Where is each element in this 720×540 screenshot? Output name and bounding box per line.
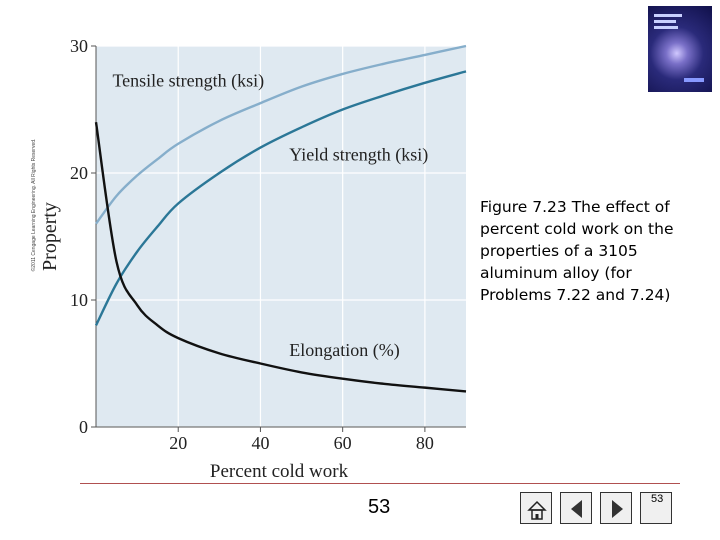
tensile-label: Tensile strength (ksi) <box>112 71 264 92</box>
page-indicator-button[interactable] <box>640 492 672 524</box>
previous-slide-button[interactable] <box>560 492 592 524</box>
y-tick-label: 20 <box>70 163 88 183</box>
plot-background <box>96 46 466 427</box>
series-labels: Tensile strength (ksi) Yield strength (ks… <box>112 71 428 361</box>
elongation-label: Elongation (%) <box>289 340 399 361</box>
book-cover-thumbnail <box>648 6 712 92</box>
home-icon <box>527 500 547 520</box>
x-tick-label: 80 <box>416 433 434 453</box>
series-lines <box>94 44 467 393</box>
elongation-line <box>94 122 467 393</box>
x-tick-label: 20 <box>169 433 187 453</box>
y-tick-label: 0 <box>79 417 88 437</box>
tensile-line <box>95 44 467 225</box>
axes <box>91 45 466 432</box>
y-tick-labels: 0 10 20 30 <box>70 36 88 437</box>
footer-divider <box>80 483 680 484</box>
home-button[interactable] <box>520 492 552 524</box>
x-tick-label: 60 <box>334 433 352 453</box>
page-number: 53 <box>368 496 391 518</box>
x-tick-labels: 20 40 60 80 <box>169 433 434 453</box>
yield-line <box>94 70 467 326</box>
arrow-right-icon <box>612 500 623 518</box>
y-axis-label: Property <box>39 202 61 271</box>
y-tick-label: 30 <box>70 36 88 56</box>
y-tick-label: 10 <box>70 290 88 310</box>
arrow-left-icon <box>571 500 582 518</box>
yield-label: Yield strength (ksi) <box>289 144 428 165</box>
x-axis-label: Percent cold work <box>210 461 349 482</box>
next-slide-button[interactable] <box>600 492 632 524</box>
nav-page-label: 53 <box>651 493 664 505</box>
x-tick-label: 40 <box>251 433 269 453</box>
figure-caption: Figure 7.23 The effect of percent cold w… <box>480 198 674 304</box>
